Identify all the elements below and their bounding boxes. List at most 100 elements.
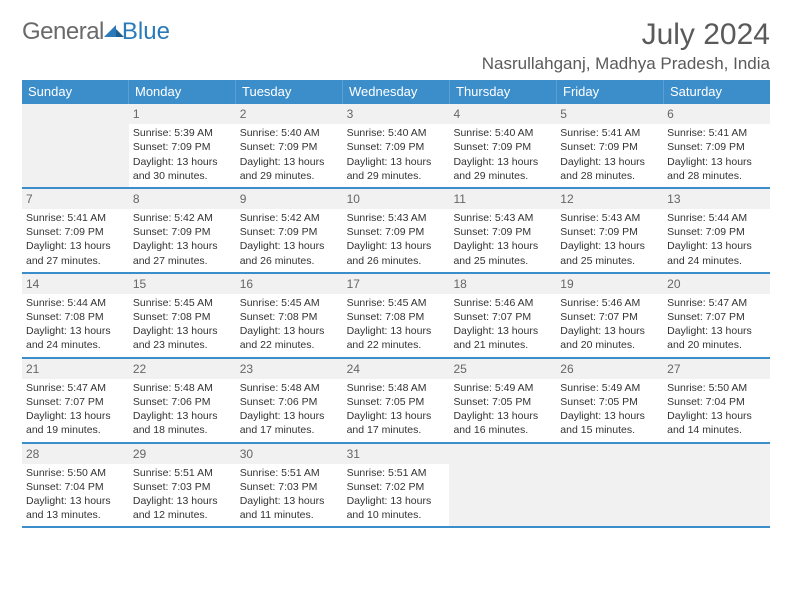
sunset-text: Sunset: 7:07 PM xyxy=(560,310,659,324)
sunset-text: Sunset: 7:09 PM xyxy=(240,140,339,154)
day-number: 14 xyxy=(22,274,129,294)
sunrise-text: Sunrise: 5:49 AM xyxy=(560,381,659,395)
logo: General Blue xyxy=(22,18,170,46)
sunset-text: Sunset: 7:09 PM xyxy=(133,140,232,154)
sunset-text: Sunset: 7:09 PM xyxy=(560,140,659,154)
day-number: 12 xyxy=(556,189,663,209)
day-number: 10 xyxy=(343,189,450,209)
day-number: 1 xyxy=(129,104,236,124)
calendar-cell: 18Sunrise: 5:46 AMSunset: 7:07 PMDayligh… xyxy=(449,274,556,357)
sunset-text: Sunset: 7:05 PM xyxy=(560,395,659,409)
sunset-text: Sunset: 7:06 PM xyxy=(240,395,339,409)
calendar-cell: 11Sunrise: 5:43 AMSunset: 7:09 PMDayligh… xyxy=(449,189,556,272)
calendar-cell: 21Sunrise: 5:47 AMSunset: 7:07 PMDayligh… xyxy=(22,359,129,442)
day-headers-row: SundayMondayTuesdayWednesdayThursdayFrid… xyxy=(22,80,770,104)
calendar: SundayMondayTuesdayWednesdayThursdayFrid… xyxy=(22,80,770,528)
daylight-text: Daylight: 13 hours and 20 minutes. xyxy=(560,324,659,352)
calendar-cell: 7Sunrise: 5:41 AMSunset: 7:09 PMDaylight… xyxy=(22,189,129,272)
day-number: 21 xyxy=(22,359,129,379)
sunset-text: Sunset: 7:09 PM xyxy=(133,225,232,239)
day-header: Monday xyxy=(129,80,236,104)
calendar-cell: 20Sunrise: 5:47 AMSunset: 7:07 PMDayligh… xyxy=(663,274,770,357)
day-number: 22 xyxy=(129,359,236,379)
location: Nasrullahganj, Madhya Pradesh, India xyxy=(482,54,770,74)
day-number: 26 xyxy=(556,359,663,379)
logo-text-general: General xyxy=(22,18,104,46)
calendar-cell: 23Sunrise: 5:48 AMSunset: 7:06 PMDayligh… xyxy=(236,359,343,442)
day-header: Tuesday xyxy=(236,80,343,104)
daylight-text: Daylight: 13 hours and 17 minutes. xyxy=(240,409,339,437)
sunset-text: Sunset: 7:06 PM xyxy=(133,395,232,409)
sunrise-text: Sunrise: 5:48 AM xyxy=(133,381,232,395)
daylight-text: Daylight: 13 hours and 29 minutes. xyxy=(453,155,552,183)
day-number: 2 xyxy=(236,104,343,124)
month-title: July 2024 xyxy=(482,18,770,52)
calendar-cell: 28Sunrise: 5:50 AMSunset: 7:04 PMDayligh… xyxy=(22,444,129,527)
sunrise-text: Sunrise: 5:50 AM xyxy=(26,466,125,480)
day-number: 25 xyxy=(449,359,556,379)
daylight-text: Daylight: 13 hours and 13 minutes. xyxy=(26,494,125,522)
daylight-text: Daylight: 13 hours and 19 minutes. xyxy=(26,409,125,437)
calendar-cell: 12Sunrise: 5:43 AMSunset: 7:09 PMDayligh… xyxy=(556,189,663,272)
day-number: 5 xyxy=(556,104,663,124)
daylight-text: Daylight: 13 hours and 30 minutes. xyxy=(133,155,232,183)
sunset-text: Sunset: 7:04 PM xyxy=(26,480,125,494)
daylight-text: Daylight: 13 hours and 21 minutes. xyxy=(453,324,552,352)
sunset-text: Sunset: 7:08 PM xyxy=(133,310,232,324)
sunrise-text: Sunrise: 5:47 AM xyxy=(26,381,125,395)
calendar-cell xyxy=(22,104,129,187)
sunset-text: Sunset: 7:09 PM xyxy=(667,225,766,239)
sunrise-text: Sunrise: 5:45 AM xyxy=(347,296,446,310)
daylight-text: Daylight: 13 hours and 11 minutes. xyxy=(240,494,339,522)
day-number: 24 xyxy=(343,359,450,379)
sunrise-text: Sunrise: 5:50 AM xyxy=(667,381,766,395)
daylight-text: Daylight: 13 hours and 25 minutes. xyxy=(453,239,552,267)
sunrise-text: Sunrise: 5:47 AM xyxy=(667,296,766,310)
sunrise-text: Sunrise: 5:40 AM xyxy=(453,126,552,140)
sunrise-text: Sunrise: 5:44 AM xyxy=(26,296,125,310)
sunset-text: Sunset: 7:08 PM xyxy=(240,310,339,324)
sunrise-text: Sunrise: 5:51 AM xyxy=(133,466,232,480)
sunset-text: Sunset: 7:04 PM xyxy=(667,395,766,409)
day-number: 19 xyxy=(556,274,663,294)
sunset-text: Sunset: 7:03 PM xyxy=(240,480,339,494)
calendar-cell: 4 Sunrise: 5:40 AMSunset: 7:09 PMDaylight… xyxy=(449,104,556,187)
daylight-text: Daylight: 13 hours and 23 minutes. xyxy=(133,324,232,352)
calendar-cell: 22Sunrise: 5:48 AMSunset: 7:06 PMDayligh… xyxy=(129,359,236,442)
day-number: 4 xyxy=(449,104,556,124)
calendar-cell: 25Sunrise: 5:49 AMSunset: 7:05 PMDayligh… xyxy=(449,359,556,442)
day-number: 29 xyxy=(129,444,236,464)
day-header: Thursday xyxy=(450,80,557,104)
sunrise-text: Sunrise: 5:48 AM xyxy=(240,381,339,395)
sunset-text: Sunset: 7:09 PM xyxy=(26,225,125,239)
daylight-text: Daylight: 13 hours and 22 minutes. xyxy=(347,324,446,352)
sunset-text: Sunset: 7:08 PM xyxy=(347,310,446,324)
sunset-text: Sunset: 7:09 PM xyxy=(453,140,552,154)
day-number: 6 xyxy=(663,104,770,124)
daylight-text: Daylight: 13 hours and 29 minutes. xyxy=(240,155,339,183)
daylight-text: Daylight: 13 hours and 28 minutes. xyxy=(560,155,659,183)
day-header: Friday xyxy=(557,80,664,104)
calendar-cell: 24Sunrise: 5:48 AMSunset: 7:05 PMDayligh… xyxy=(343,359,450,442)
week-row: 21Sunrise: 5:47 AMSunset: 7:07 PMDayligh… xyxy=(22,359,770,444)
sunset-text: Sunset: 7:02 PM xyxy=(347,480,446,494)
sunrise-text: Sunrise: 5:44 AM xyxy=(667,211,766,225)
calendar-cell: 8Sunrise: 5:42 AMSunset: 7:09 PMDaylight… xyxy=(129,189,236,272)
daylight-text: Daylight: 13 hours and 15 minutes. xyxy=(560,409,659,437)
sunset-text: Sunset: 7:09 PM xyxy=(347,225,446,239)
sunrise-text: Sunrise: 5:48 AM xyxy=(347,381,446,395)
week-row: 7Sunrise: 5:41 AMSunset: 7:09 PMDaylight… xyxy=(22,189,770,274)
sunrise-text: Sunrise: 5:51 AM xyxy=(347,466,446,480)
calendar-cell: 10Sunrise: 5:43 AMSunset: 7:09 PMDayligh… xyxy=(343,189,450,272)
sunset-text: Sunset: 7:05 PM xyxy=(453,395,552,409)
sunrise-text: Sunrise: 5:45 AM xyxy=(240,296,339,310)
sunrise-text: Sunrise: 5:51 AM xyxy=(240,466,339,480)
calendar-cell: 2Sunrise: 5:40 AMSunset: 7:09 PMDaylight… xyxy=(236,104,343,187)
daylight-text: Daylight: 13 hours and 12 minutes. xyxy=(133,494,232,522)
day-number: 9 xyxy=(236,189,343,209)
day-number: 7 xyxy=(22,189,129,209)
calendar-cell: 16Sunrise: 5:45 AMSunset: 7:08 PMDayligh… xyxy=(236,274,343,357)
week-row: 28Sunrise: 5:50 AMSunset: 7:04 PMDayligh… xyxy=(22,444,770,529)
calendar-cell: 6Sunrise: 5:41 AMSunset: 7:09 PMDaylight… xyxy=(663,104,770,187)
calendar-cell: 17Sunrise: 5:45 AMSunset: 7:08 PMDayligh… xyxy=(343,274,450,357)
